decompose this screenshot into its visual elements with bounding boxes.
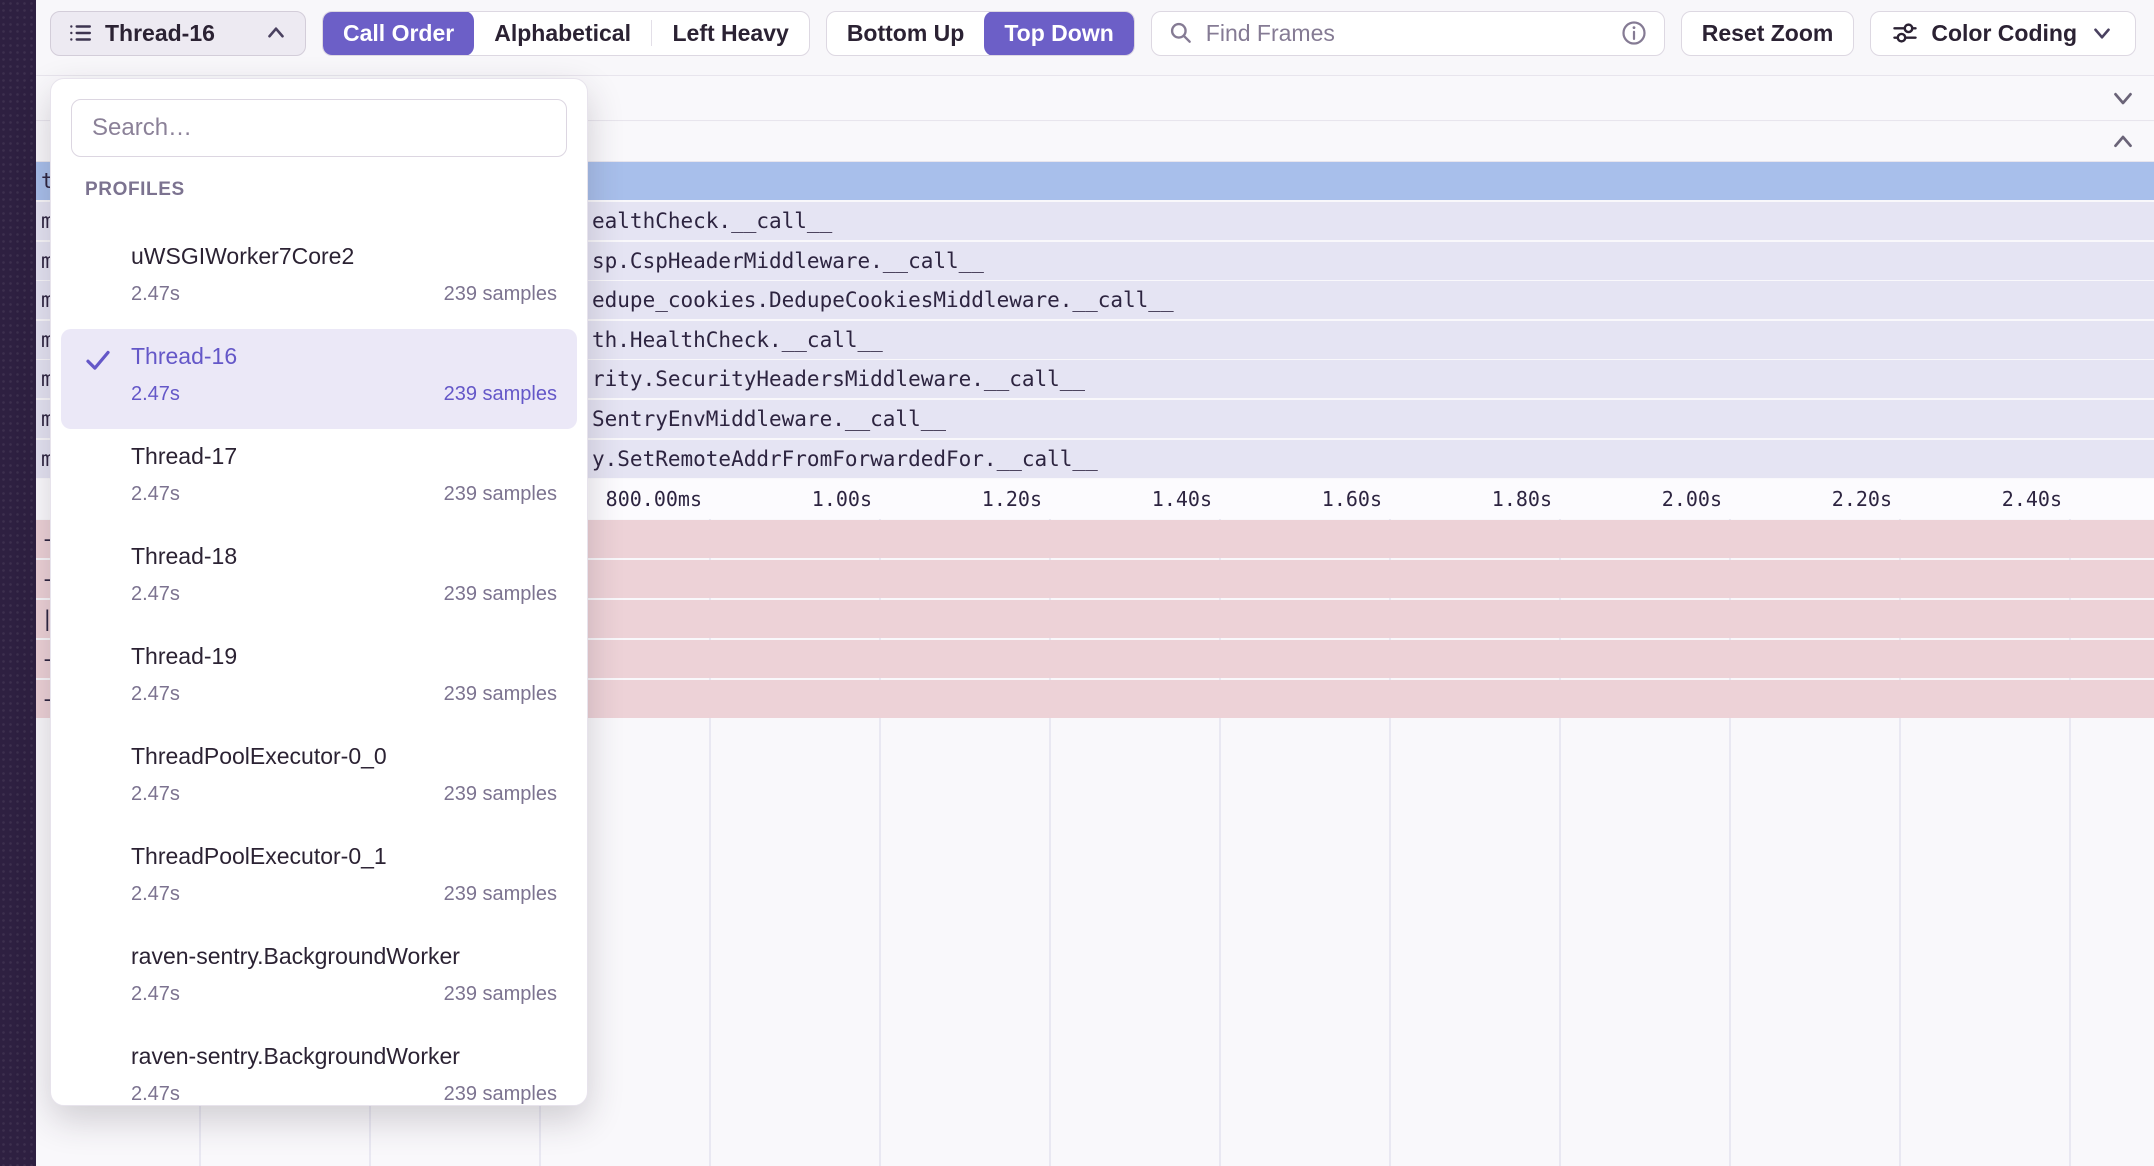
segment-option-alphabetical[interactable]: Alphabetical [494,19,631,46]
profile-duration: 2.47s [131,1083,180,1105]
search-icon [1168,20,1194,46]
time-gridline [1049,479,1051,1166]
profile-list-item[interactable]: raven-sentry.BackgroundWorker 2.47s 239 … [61,929,577,1029]
axis-tick-label: 2.00s [1661,487,1722,511]
profile-list-item[interactable]: Thread-16 2.47s 239 samples [61,329,577,429]
profile-duration: 2.47s [131,483,180,505]
segment-divider [650,20,653,46]
profile-name: uWSGIWorker7Core2 [131,243,355,269]
segment-option-top-down[interactable]: Top Down [984,11,1134,55]
profile-name: ThreadPoolExecutor-0_0 [131,743,387,769]
time-gridline [1389,479,1391,1166]
direction-segmented-control: Bottom Up Top Down [825,10,1135,56]
frame-text: edupe_cookies.DedupeCookiesMiddleware.__… [592,288,1174,312]
frame-text: th.HealthCheck.__call__ [592,328,883,352]
profile-duration: 2.47s [131,383,180,405]
profile-samples: 239 samples [443,883,557,905]
profile-name: Thread-17 [131,443,238,469]
profile-samples: 239 samples [443,483,557,505]
chevron-up-icon [263,20,289,46]
profiles-dropdown: Search… PROFILES uWSGIWorker7Core2 2.47s… [50,78,588,1106]
profile-name: ThreadPoolExecutor-0_1 [131,843,387,869]
frame-text: rity.SecurityHeadersMiddleware.__call__ [592,367,1086,391]
sort-segmented-control: Call Order Alphabetical Left Heavy [322,10,810,56]
axis-tick-label: 2.20s [1831,487,1892,511]
find-frames-input[interactable]: Find Frames [1150,10,1665,56]
axis-tick-label: 1.80s [1491,487,1552,511]
time-gridline [879,479,881,1166]
chevron-down-icon [2089,20,2115,46]
color-coding-label: Color Coding [1931,19,2077,46]
profile-duration: 2.47s [131,683,180,705]
time-gridline [1899,479,1901,1166]
frame-text: SentryEnvMiddleware.__call__ [592,407,947,431]
profile-name: Thread-18 [131,543,238,569]
thread-selector-label: Thread-16 [105,19,215,46]
profile-list-item[interactable]: Thread-17 2.47s 239 samples [61,429,577,529]
reset-zoom-label: Reset Zoom [1701,19,1834,46]
axis-tick-label: 1.60s [1321,487,1382,511]
profile-samples: 239 samples [443,283,557,305]
profile-list-item[interactable]: ThreadPoolExecutor-0_1 2.47s 239 samples [61,829,577,929]
profile-samples: 239 samples [443,783,557,805]
time-gridline [1729,479,1731,1166]
axis-tick-label: 1.00s [811,487,872,511]
axis-tick-label: 1.40s [1151,487,1212,511]
profile-samples: 239 samples [443,583,557,605]
info-icon[interactable] [1620,19,1648,47]
profile-duration: 2.47s [131,883,180,905]
color-coding-button[interactable]: Color Coding [1870,10,2136,56]
axis-tick-label: 800.00ms [605,487,702,511]
axis-tick-label: 2.40s [2001,487,2062,511]
frame-text: sp.CspHeaderMiddleware.__call__ [592,249,984,273]
list-icon [67,20,93,46]
segment-option-call-order[interactable]: Call Order [323,11,475,55]
time-gridline [709,479,711,1166]
flamegraph-toolbar: Thread-16 Call Order Alphabetical Left Hea… [36,0,2154,66]
time-gridline [2069,479,2071,1166]
find-frames-placeholder: Find Frames [1205,19,1335,46]
profile-duration: 2.47s [131,583,180,605]
profiles-search-placeholder: Search… [92,114,193,141]
checkmark-icon [83,345,113,375]
profile-samples: 239 samples [443,983,557,1005]
profile-name: Thread-16 [131,343,238,369]
frame-text: ealthCheck.__call__ [592,209,833,233]
profile-duration: 2.47s [131,983,180,1005]
profile-list-item[interactable]: Thread-19 2.47s 239 samples [61,629,577,729]
collapse-chevron-down-icon[interactable] [2108,83,2138,113]
profile-name: Thread-19 [131,643,238,669]
time-gridline [1559,479,1561,1166]
profile-name: raven-sentry.BackgroundWorker [131,943,460,969]
profile-name: raven-sentry.BackgroundWorker [131,1043,460,1069]
sliders-icon [1891,19,1919,47]
reset-zoom-button[interactable]: Reset Zoom [1680,10,1855,56]
profile-duration: 2.47s [131,783,180,805]
profile-list-item[interactable]: raven-sentry.BackgroundWorker 2.47s 239 … [61,1029,577,1105]
segment-option-bottom-up[interactable]: Bottom Up [846,19,965,46]
profile-list-item[interactable]: ThreadPoolExecutor-0_0 2.47s 239 samples [61,729,577,829]
profile-samples: 239 samples [443,383,557,405]
profiles-list: uWSGIWorker7Core2 2.47s 239 samples Thre… [51,229,587,1105]
profiles-section-label: PROFILES [85,179,185,200]
profile-list-item[interactable]: Thread-18 2.47s 239 samples [61,529,577,629]
profile-samples: 239 samples [443,683,557,705]
profile-samples: 239 samples [443,1083,557,1105]
axis-tick-label: 1.20s [981,487,1042,511]
profile-duration: 2.47s [131,283,180,305]
frame-text: y.SetRemoteAddrFromForwardedFor.__call__ [592,447,1098,471]
app-sidebar [0,0,36,1166]
collapse-chevron-up-icon[interactable] [2108,127,2138,157]
thread-selector-button[interactable]: Thread-16 [50,10,306,56]
flamegraph-panel: Thread-16 Call Order Alphabetical Left Hea… [36,0,2154,1166]
time-gridline [1219,479,1221,1166]
profile-list-item[interactable]: uWSGIWorker7Core2 2.47s 239 samples [61,229,577,329]
segment-option-left-heavy[interactable]: Left Heavy [672,19,789,46]
profiles-search-input[interactable]: Search… [71,99,567,157]
